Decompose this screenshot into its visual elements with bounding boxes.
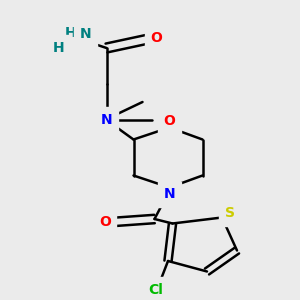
Text: O: O bbox=[99, 215, 111, 229]
Text: O: O bbox=[164, 114, 175, 128]
Text: Cl: Cl bbox=[148, 283, 164, 296]
Text: N: N bbox=[164, 187, 175, 201]
Text: O: O bbox=[150, 31, 162, 44]
Text: N: N bbox=[101, 113, 112, 127]
Text: S: S bbox=[224, 206, 235, 220]
Text: N: N bbox=[80, 28, 91, 41]
Text: H: H bbox=[53, 41, 64, 55]
Text: H: H bbox=[65, 26, 76, 40]
